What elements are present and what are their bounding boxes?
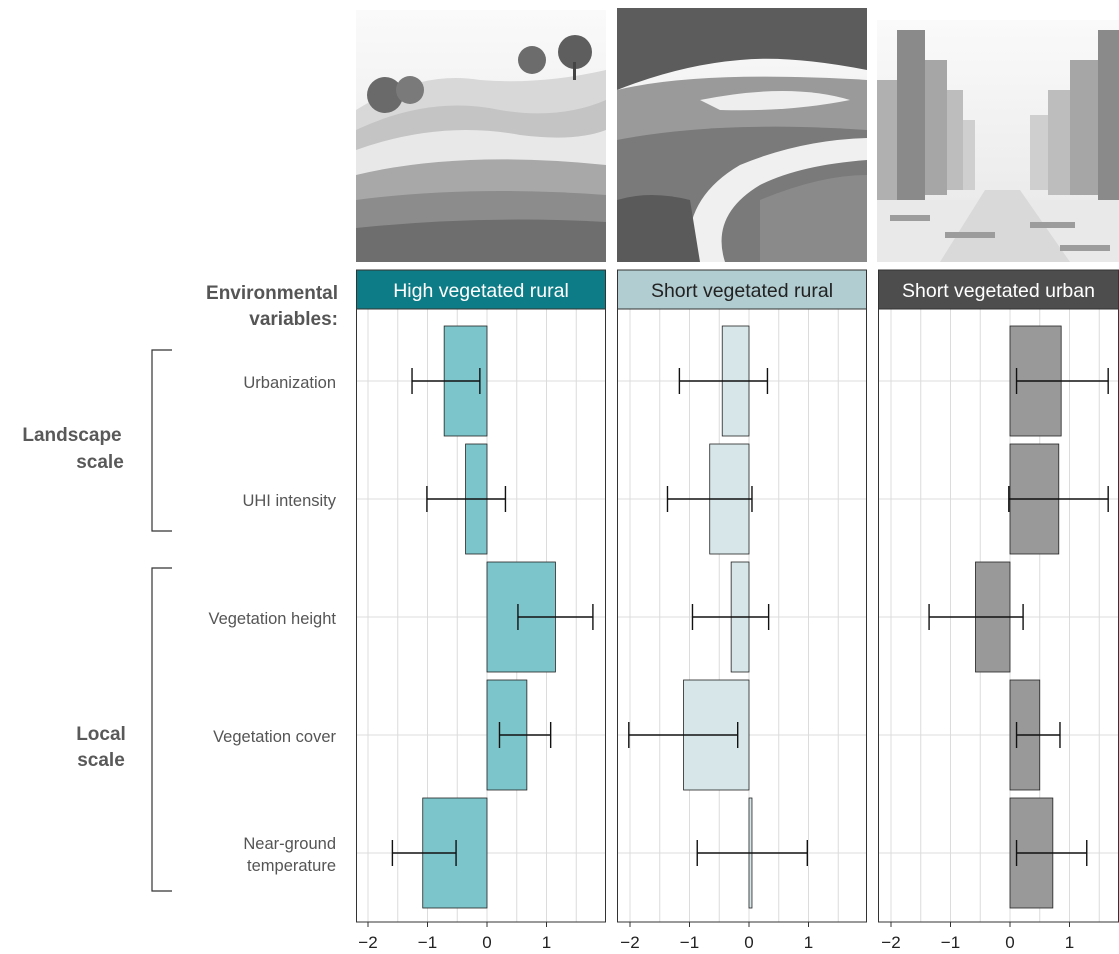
category-label: Vegetation height	[208, 610, 336, 628]
landscape-scale-label-line1: Landscape	[22, 425, 121, 446]
panel-high-vegetated-rural: High vegetated rural −2 −1 0 1	[356, 269, 606, 952]
category-labels: Urbanization UHI intensity Vegetation heig…	[208, 374, 336, 875]
category-label-line: Near-ground	[243, 835, 336, 853]
panel-plot-area	[878, 309, 1119, 922]
category-label: Urbanization	[243, 374, 336, 392]
variables-title-line1: Environmental	[206, 283, 338, 304]
landscape-scale-group: Landscape scale	[22, 349, 172, 532]
panel-header	[617, 269, 867, 310]
x-tick-label: 0	[744, 933, 753, 952]
x-tick-label: −2	[620, 933, 639, 952]
local-scale-label-line1: Local	[76, 724, 126, 745]
x-tick-label: −1	[941, 933, 960, 952]
landscape-scale-label-line2: scale	[76, 452, 124, 473]
local-scale-group: Local scale	[76, 567, 172, 892]
x-tick-label: 0	[482, 933, 491, 952]
category-label: Vegetation cover	[213, 728, 336, 746]
x-tick-label: −2	[358, 933, 377, 952]
x-tick-label: 1	[542, 933, 551, 952]
local-scale-label-line2: scale	[77, 750, 125, 771]
landscape-scale-bracket	[151, 349, 172, 532]
panel-plot-area	[356, 309, 606, 922]
category-label: UHI intensity	[242, 492, 336, 510]
short-vegetated-rural-illustration	[617, 8, 867, 263]
panel-header-label: High vegetated rural	[393, 280, 569, 302]
panel-header	[356, 269, 606, 310]
panel-header-label: Short vegetated urban	[902, 280, 1095, 302]
x-tick-label: −1	[680, 933, 699, 952]
x-tick-label: 0	[1005, 933, 1014, 952]
panel-short-vegetated-urban: Short vegetated urban −2 −1 0 1	[878, 269, 1119, 952]
local-scale-bracket	[151, 567, 172, 892]
x-tick-label: 1	[1065, 933, 1074, 952]
category-label-line: temperature	[247, 857, 336, 875]
short-vegetated-urban-illustration	[877, 20, 1119, 262]
x-tick-label: −1	[418, 933, 437, 952]
x-tick-label: 1	[804, 933, 813, 952]
panel-short-vegetated-rural: Short vegetated rural −2 −1 0 1	[617, 269, 867, 952]
high-vegetated-rural-illustration	[356, 10, 606, 262]
panel-header-label: Short vegetated rural	[651, 280, 833, 302]
x-tick-label: −2	[881, 933, 900, 952]
variables-title-line2: variables:	[249, 309, 338, 330]
panel-plot-area	[617, 309, 867, 922]
